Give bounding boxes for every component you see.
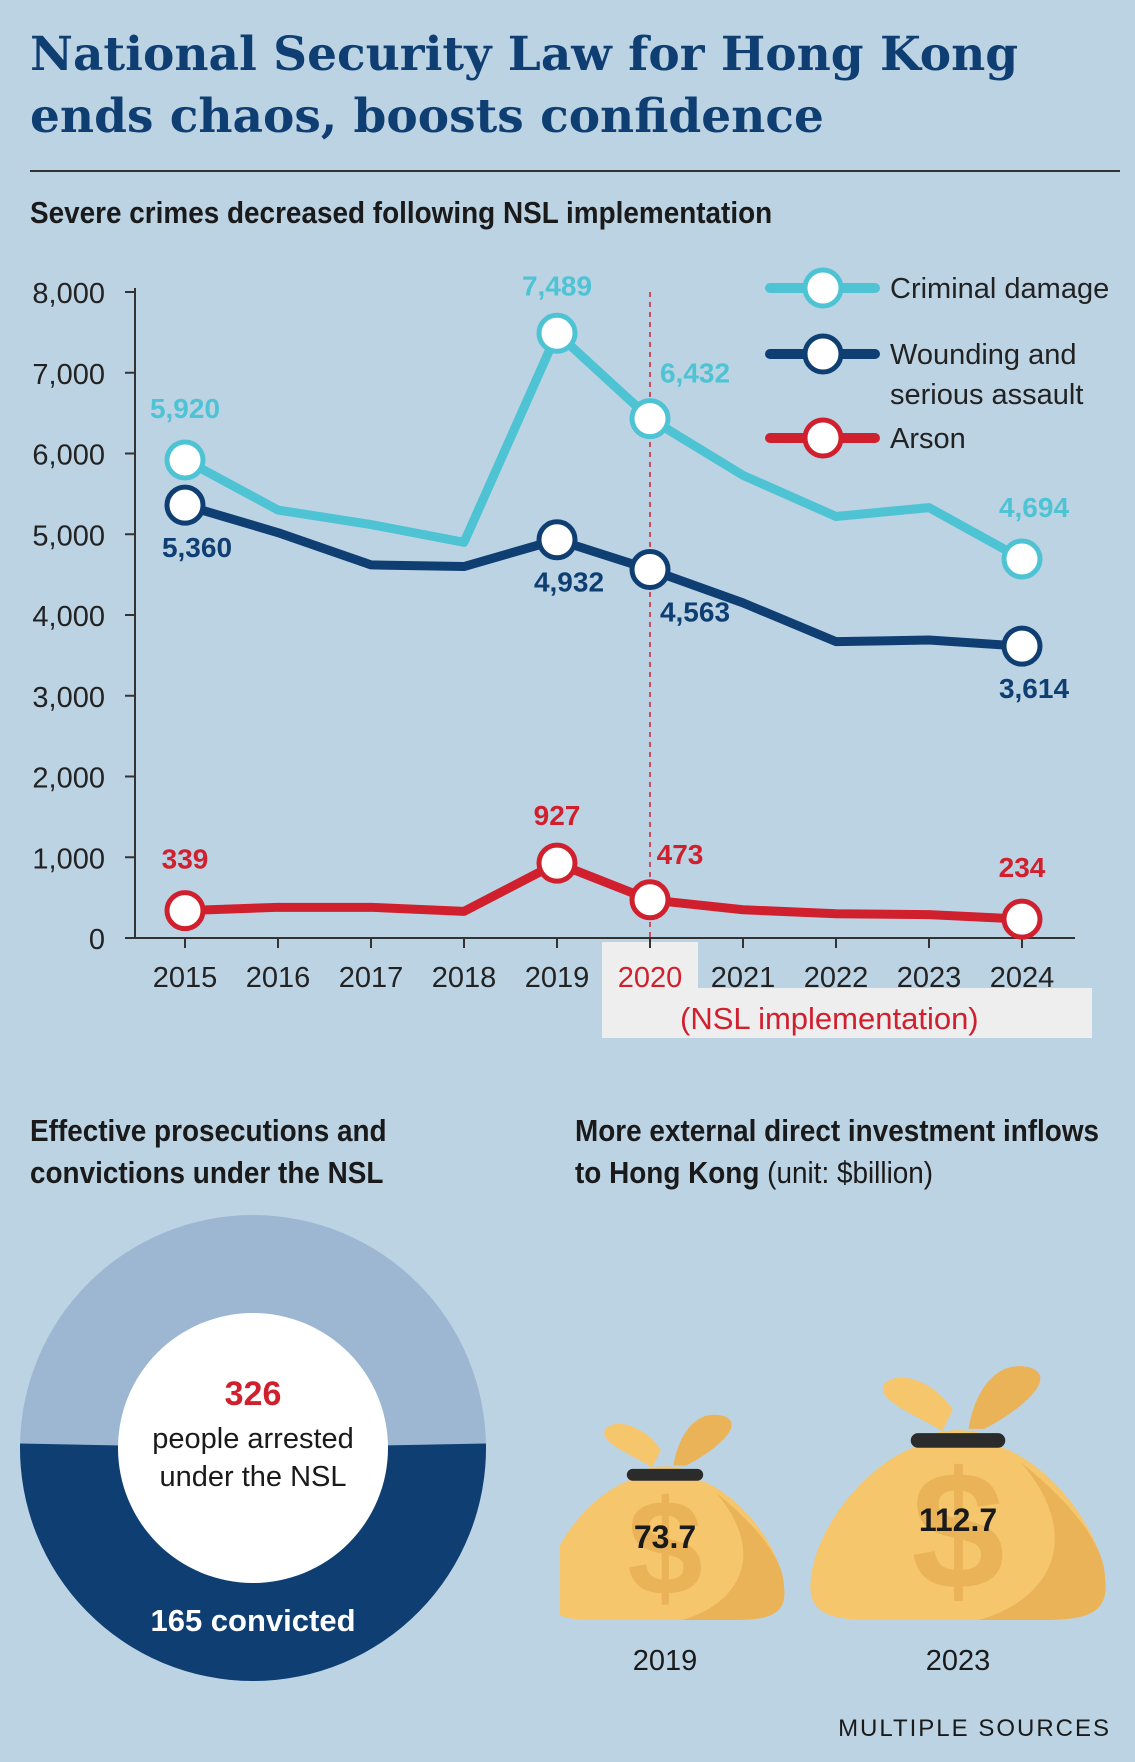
legend-label-line: serious assault [890,379,1083,411]
x-tick-label: 2023 [897,962,962,994]
y-tick-label: 4,000 [32,601,105,633]
arrested-label-line-1: people arrested [152,1423,354,1455]
data-point-marker [164,890,206,932]
line-chart: 8,000 7,000 6,000 5,000 4,000 3,000 2,000 1,000… [32,267,1109,1038]
donut-svg [19,1215,486,1682]
data-label: 4,563 [660,597,730,628]
donut-chart-title: Effective prosecutions and convictions u… [30,1113,387,1190]
y-tick-label: 1,000 [32,843,105,875]
bag-body [560,1479,785,1620]
investment-bags-chart: $73.7 2019 $112.7 2023 [560,1366,1106,1677]
data-point-marker [536,519,578,561]
source-note: MULTIPLE SOURCES [838,1715,1111,1742]
data-point-marker [536,312,578,354]
y-tick-label: 0 [89,924,105,956]
data-label: 7,489 [522,270,592,301]
series-line-0 [182,328,1025,563]
legend-swatch-marker [802,267,844,309]
data-point-marker [164,484,206,526]
bag-body [810,1446,1106,1620]
data-label: 3,614 [999,673,1069,704]
bag-shade [979,1462,1106,1620]
bag-value-label: 73.7 [634,1519,696,1555]
data-label: 234 [999,852,1046,883]
x-tick-label: 2020 [618,962,683,994]
y-tick-label: 5,000 [32,520,105,552]
y-tick-label: 6,000 [32,440,105,472]
line-chart-title: Severe crimes decreased following NSL im… [30,195,773,230]
legend-swatch-marker [802,417,844,459]
arrested-label-line-2: under the NSL [159,1461,347,1493]
bag-shade [681,1492,785,1620]
x-tick-label: 2016 [246,962,311,994]
y-tick-label: 8,000 [32,278,105,310]
x-tick-label: 2017 [339,962,404,994]
x-tick-label: 2024 [990,962,1055,994]
arrested-count: 326 [224,1375,282,1413]
data-point-marker [1001,625,1043,667]
dollar-icon: $ [911,1437,1004,1625]
x-tick-label: 2018 [432,962,497,994]
bag-flap-right [673,1414,732,1466]
bag-tie [910,1433,1006,1448]
data-point-marker [164,439,206,481]
convicted-label: 165 convicted [150,1603,356,1638]
x-tick-label: 2015 [153,962,218,994]
data-point-marker [629,549,671,591]
data-label: 473 [657,839,704,870]
nsl-annotation: (NSL implementation) [680,1001,979,1036]
data-label: 339 [162,844,209,875]
legend-swatch-marker [802,333,844,375]
bag-value-label: 112.7 [919,1502,997,1538]
donut-chart: 326 people arrested under the NSL 165 co… [19,1215,486,1682]
dollar-icon: $ [627,1472,703,1624]
page-title: National Security Law for Hong Kong ends… [30,27,1019,144]
y-tick-label: 3,000 [32,682,105,714]
series-line-2 [184,858,1023,924]
series-line-1 [183,500,1023,651]
bag-flap-right [968,1366,1041,1429]
data-label: 5,360 [162,532,232,563]
data-label: 4,932 [534,567,604,598]
bag-chart-title-text: More external direct investment inflows … [575,1113,1100,1190]
data-label: 5,920 [150,393,220,424]
data-point-marker [629,398,671,440]
bag-flap-left [882,1377,953,1431]
y-tick-label: 7,000 [32,359,105,391]
data-label: 927 [534,800,581,831]
bag-tie [626,1468,704,1481]
data-label: 6,432 [660,358,730,389]
bag-year-label: 2019 [633,1645,698,1677]
data-point-marker [536,842,578,884]
data-label: 4,694 [999,492,1069,523]
x-tick-label: 2022 [804,962,869,994]
x-tick-label: 2019 [525,962,590,994]
title-divider [30,170,1120,172]
money-bag-1: $ [810,1366,1106,1625]
data-point-marker [1001,538,1043,580]
bag-flap-left [604,1423,661,1468]
money-bag-0: $ [560,1414,785,1624]
data-point-marker [629,879,671,921]
arrested-label: people arrested under the NSL [20,1420,486,1496]
bag-chart-unit: (unit: $billion) [767,1155,934,1190]
donut-hole [118,1313,388,1583]
legend-label: Criminal damage [890,273,1109,305]
x-tick-label: 2021 [711,962,776,994]
legend-label: Arson [890,423,966,455]
bag-year-label: 2023 [926,1645,991,1677]
legend-label-line: Wounding and [890,339,1077,371]
y-tick-label: 2,000 [32,763,105,795]
data-point-marker [1001,898,1043,940]
bag-chart-title: More external direct investment inflows … [575,1110,1133,1194]
nsl-highlight-box [602,942,1092,1038]
